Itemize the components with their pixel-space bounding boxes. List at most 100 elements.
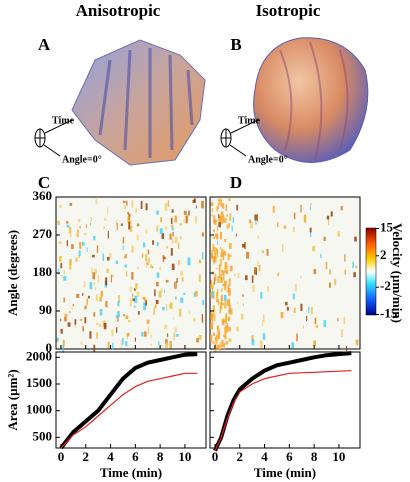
texture: [167, 333, 169, 338]
texture: [64, 313, 68, 317]
texture: [125, 315, 129, 319]
texture: [146, 262, 149, 266]
texture: [300, 204, 302, 213]
texture: [219, 302, 223, 310]
texture: [277, 222, 279, 228]
texture: [244, 242, 247, 250]
texture: [173, 332, 175, 340]
texture: [337, 231, 341, 237]
texture: [64, 316, 67, 322]
texture: [323, 236, 326, 242]
texture: [74, 324, 76, 328]
texture: [218, 329, 220, 334]
texture: [60, 263, 63, 269]
texture: [201, 232, 204, 237]
texture: [216, 267, 218, 270]
texture: [212, 309, 215, 312]
texture: [236, 204, 238, 211]
texture: [210, 335, 213, 342]
texture: [107, 341, 110, 349]
texture: [219, 342, 222, 350]
texture: [180, 236, 182, 240]
texture: [210, 202, 214, 206]
texture: [93, 282, 96, 285]
texture: [228, 222, 230, 228]
texture: [82, 292, 84, 296]
texture: [213, 313, 216, 322]
texture: [123, 313, 125, 317]
texture: [148, 257, 150, 263]
texture: [154, 289, 156, 297]
cell-rendering: [71, 39, 206, 166]
texture: [320, 253, 322, 258]
texture: [178, 308, 182, 317]
texture: [219, 258, 222, 267]
texture: [131, 245, 134, 253]
texture: [242, 294, 244, 297]
texture: [355, 265, 358, 269]
x-tick-label: 10: [332, 449, 345, 464]
texture: [222, 215, 225, 218]
cell-rendering: [253, 37, 369, 163]
texture: [124, 264, 127, 268]
texture: [143, 242, 146, 248]
texture: [202, 299, 205, 306]
axis-label: Area (µm²): [5, 369, 20, 430]
texture: [262, 319, 264, 327]
texture: [345, 345, 348, 352]
texture: [255, 220, 257, 225]
texture: [164, 339, 168, 344]
texture: [156, 272, 160, 278]
texture: [112, 274, 114, 277]
texture: [228, 254, 232, 257]
texture: [150, 343, 152, 346]
texture: [122, 200, 126, 204]
texture: [216, 240, 218, 245]
texture: [223, 217, 227, 223]
texture: [227, 253, 230, 260]
texture: [128, 220, 131, 223]
texture: [259, 340, 263, 349]
texture: [192, 317, 196, 322]
texture: [267, 286, 269, 292]
texture: [226, 224, 229, 229]
x-tick-label: 0: [58, 449, 65, 464]
kymograph: [209, 196, 361, 350]
texture: [77, 229, 79, 238]
texture: [165, 342, 169, 348]
texture: [115, 315, 117, 319]
texture: [257, 235, 259, 239]
texture: [80, 341, 83, 345]
texture: [152, 265, 154, 269]
texture: [328, 282, 331, 288]
texture: [343, 316, 345, 325]
texture: [174, 236, 178, 244]
texture: [221, 217, 224, 224]
texture: [135, 283, 138, 290]
texture: [66, 240, 68, 247]
texture: [84, 305, 87, 310]
texture: [355, 339, 359, 346]
texture: [104, 218, 107, 221]
texture: [166, 303, 168, 311]
texture: [159, 266, 161, 271]
texture: [216, 206, 219, 212]
texture: [131, 271, 134, 280]
texture: [164, 226, 168, 230]
texture: [241, 313, 244, 320]
texture: [175, 334, 179, 337]
texture: [67, 322, 71, 327]
texture: [255, 267, 257, 276]
texture: [132, 298, 135, 302]
line: [60, 372, 198, 449]
texture: [102, 253, 105, 262]
texture: [219, 305, 222, 314]
texture: [89, 282, 93, 290]
texture: [228, 242, 232, 249]
texture: [225, 204, 228, 211]
texture: [117, 315, 119, 322]
texture: [79, 226, 82, 229]
texture: [222, 283, 224, 287]
texture: [126, 200, 128, 206]
texture: [249, 219, 251, 223]
